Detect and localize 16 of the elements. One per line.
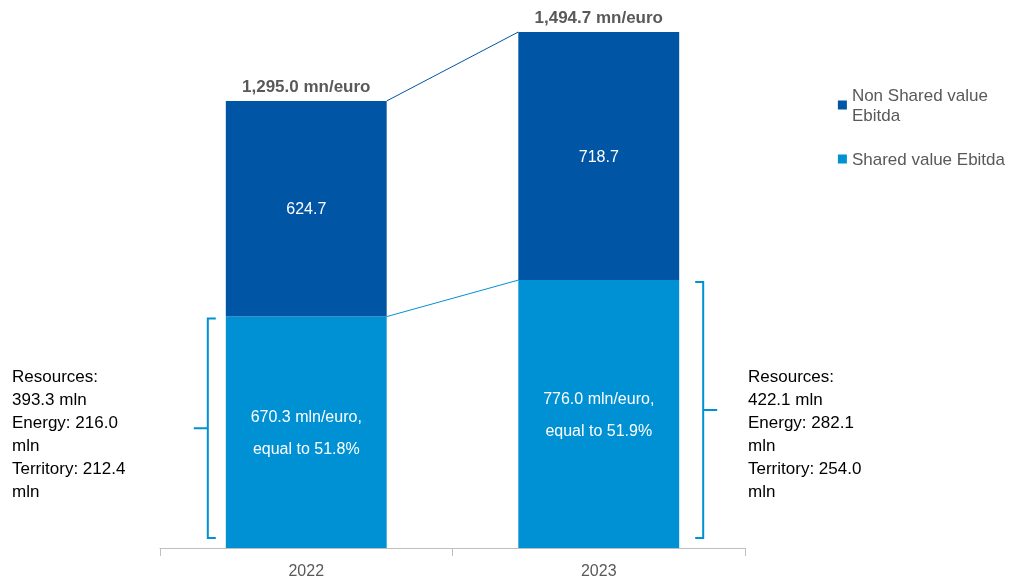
total-label: 1,295.0 mn/euro — [241, 76, 371, 96]
bar — [225, 316, 387, 548]
bar — [225, 100, 387, 317]
legend-label: Non Shared value Ebitda — [851, 85, 988, 125]
x-tick-label: 2022 — [288, 561, 325, 579]
x-tick-label: 2023 — [580, 561, 617, 579]
data-label: 624.7 — [286, 200, 327, 218]
bar — [518, 280, 680, 548]
text: Resources: 422.1 mln Energy: 282.1 mln Territory: 254.0 mln — [748, 367, 862, 501]
data-label: 670.3 mln/euro, equal to 51.8% — [250, 407, 362, 457]
data-label: 776.0 mln/euro, equal to 51.9% — [543, 389, 655, 439]
bar — [518, 32, 680, 281]
data-label: 718.7 — [578, 147, 619, 165]
legend-label: Shared value Ebitda — [851, 149, 1006, 169]
text: Resources: 393.3 mln Energy: 216.0 mln Territory: 212.4 mln — [12, 367, 126, 501]
total-label: 1,494.7 mn/euro — [534, 8, 664, 27]
